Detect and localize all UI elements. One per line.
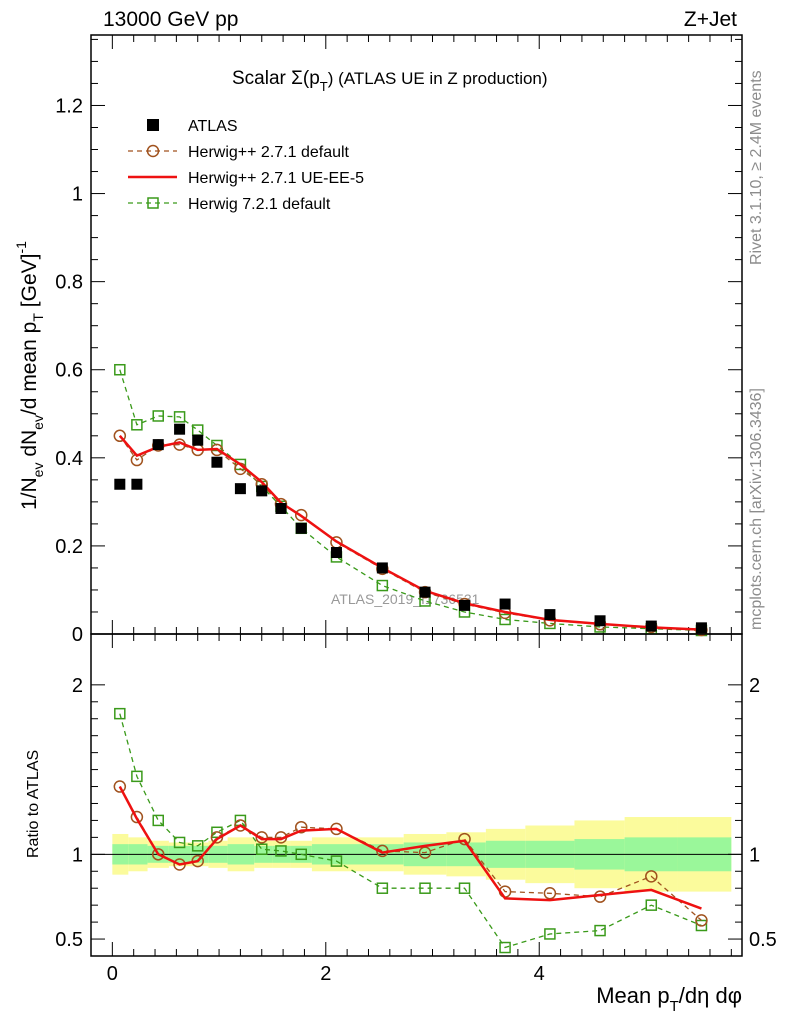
circle-marker (695, 914, 708, 927)
data-point (174, 423, 186, 435)
square-marker (173, 411, 186, 423)
rivet-label: Rivet 3.1.10, ≥ 2.4M events (748, 70, 765, 265)
ratio-series-line (119, 713, 702, 949)
square-marker (376, 882, 389, 894)
square-marker (458, 882, 471, 894)
data-point (499, 598, 511, 610)
square-marker (499, 613, 511, 626)
upper-y-axis-label: 1/Nev dNev/d mean pT [GeV]-1 (13, 241, 46, 510)
square-marker (376, 579, 389, 592)
x-tick-label: 0 (107, 963, 118, 985)
data-point (544, 609, 556, 621)
upper-marks (113, 363, 708, 637)
lower-panel: 0.5 0.5 1 1 2 2 0 2 4 (55, 633, 777, 985)
data-point (295, 522, 307, 534)
legend-marker-atlas (147, 119, 159, 131)
legend-label: Herwig 7.2.1 default (188, 196, 331, 213)
square-marker (295, 848, 307, 861)
square-marker (114, 707, 126, 720)
square-marker (173, 836, 186, 849)
circle-marker (645, 870, 658, 883)
y-tick-label-right: 2 (749, 675, 760, 697)
square-marker (256, 843, 268, 855)
circle-marker (113, 780, 127, 793)
square-marker (114, 363, 126, 376)
data-point (376, 562, 388, 574)
circle-marker (146, 144, 160, 158)
circle-marker (113, 429, 127, 443)
data-point (645, 620, 657, 632)
circle-marker (543, 887, 557, 900)
circle-marker (151, 848, 165, 861)
data-point (330, 547, 342, 559)
plot-frame (90, 633, 743, 957)
y-tick-label: 2 (72, 675, 83, 697)
y-tick-label: 0.8 (55, 272, 83, 294)
square-marker (147, 197, 159, 209)
legend-label: Herwig++ 2.7.1 default (188, 144, 350, 161)
header-right: Z+Jet (684, 8, 737, 31)
data-point (419, 586, 431, 598)
data-point (275, 502, 287, 514)
square-marker (695, 919, 708, 932)
square-marker (499, 941, 511, 954)
circle-marker (294, 508, 308, 522)
y-tick-label: 0.4 (55, 448, 83, 470)
x-axis-label: Mean pT/dη dφ (596, 983, 742, 1015)
square-marker (131, 419, 143, 431)
data-point (594, 615, 606, 627)
square-marker (645, 899, 658, 911)
data-point (459, 599, 471, 611)
ratio-series-line (118, 785, 702, 910)
square-marker (191, 840, 204, 852)
legend-label: Herwig++ 2.7.1 UE-EE-5 (188, 170, 364, 187)
upper-series-line (119, 369, 702, 632)
data-point (152, 439, 164, 451)
circle-marker (294, 820, 308, 834)
mcplots-label: mcplots.cern.ch [arXiv:1306.3436] (748, 388, 765, 630)
lower-marks (113, 707, 708, 954)
x-tick-label: 2 (320, 963, 331, 985)
square-marker (419, 882, 431, 894)
data-point (695, 622, 707, 634)
circle-marker (255, 831, 269, 844)
header-left: 13000 GeV pp (103, 8, 238, 31)
y-tick-label: 1.2 (55, 95, 83, 117)
data-point (256, 485, 268, 497)
legend: ATLAS Herwig++ 2.7.1 default Herwig++ 2.7.… (128, 118, 364, 213)
y-tick-label: 0 (72, 624, 83, 646)
legend-label: ATLAS (188, 118, 238, 135)
upper-title-main: Scalar Σ(pT) (ATLAS UE in Z production) (232, 68, 548, 94)
circle-marker (234, 819, 247, 832)
y-tick-label-right: 0.5 (749, 929, 777, 951)
circle-marker (210, 831, 224, 844)
square-marker (544, 928, 556, 940)
data-point (131, 478, 143, 490)
y-tick-label: 1 (72, 184, 83, 206)
y-tick-label: 0.6 (55, 360, 83, 382)
y-tick-label: 0.2 (55, 536, 83, 558)
square-marker (275, 845, 287, 857)
square-marker (152, 410, 164, 422)
circle-marker (458, 832, 471, 846)
y-tick-label-right: 1 (749, 844, 760, 866)
data-point (192, 434, 204, 446)
square-marker (211, 826, 223, 839)
square-marker (330, 855, 343, 867)
square-marker (594, 924, 606, 937)
square-marker (131, 770, 143, 783)
data-point (234, 483, 246, 495)
square-marker (152, 814, 164, 827)
lower-y-axis-label: Ratio to ATLAS (25, 750, 42, 858)
circle-marker (418, 846, 432, 859)
y-tick-label: 0.5 (55, 929, 83, 951)
y-tick-label: 1 (72, 844, 83, 866)
x-tick-label: 4 (534, 963, 545, 985)
data-point (211, 456, 223, 468)
circle-marker (130, 810, 144, 824)
data-point (114, 478, 126, 490)
